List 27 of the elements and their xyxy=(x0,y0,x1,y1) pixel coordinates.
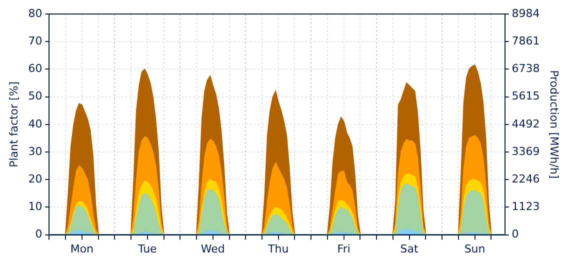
x-tick-label: Sun xyxy=(464,242,486,256)
y-tick-label: 10 xyxy=(28,200,42,214)
x-tick-label: Tue xyxy=(137,242,158,256)
y-tick-label: 0 xyxy=(35,228,42,241)
y2-tick-label: 2246 xyxy=(512,172,540,186)
y2-tick-label: 3369 xyxy=(512,144,540,158)
y2-tick-label: 7861 xyxy=(512,34,540,48)
x-tick-label: Thu xyxy=(267,242,289,256)
x-tick-label: Sat xyxy=(400,242,420,256)
y2-tick-label: 8984 xyxy=(512,6,540,20)
y-tick-label: 70 xyxy=(28,34,42,48)
y-tick-label: 20 xyxy=(28,172,42,186)
x-tick-label: Wed xyxy=(200,242,225,256)
y-tick-label: 30 xyxy=(28,144,42,158)
y-tick-label: 80 xyxy=(28,6,42,20)
x-tick-label: Fri xyxy=(337,242,350,256)
y2-axis-title: Production [MWh/h] xyxy=(548,70,561,179)
y2-tick-label: 0 xyxy=(512,228,519,241)
y-tick-label: 50 xyxy=(28,90,42,103)
y2-tick-label: 5615 xyxy=(512,90,540,103)
y-tick-label: 60 xyxy=(28,62,42,76)
y2-tick-label: 4492 xyxy=(512,117,540,130)
x-tick-label: Mon xyxy=(70,242,94,256)
y-axis-title: Plant factor [%] xyxy=(7,81,20,168)
y2-tick-label: 6738 xyxy=(512,62,540,76)
y2-tick-label: 1123 xyxy=(512,200,540,214)
y-tick-label: 40 xyxy=(28,117,42,130)
